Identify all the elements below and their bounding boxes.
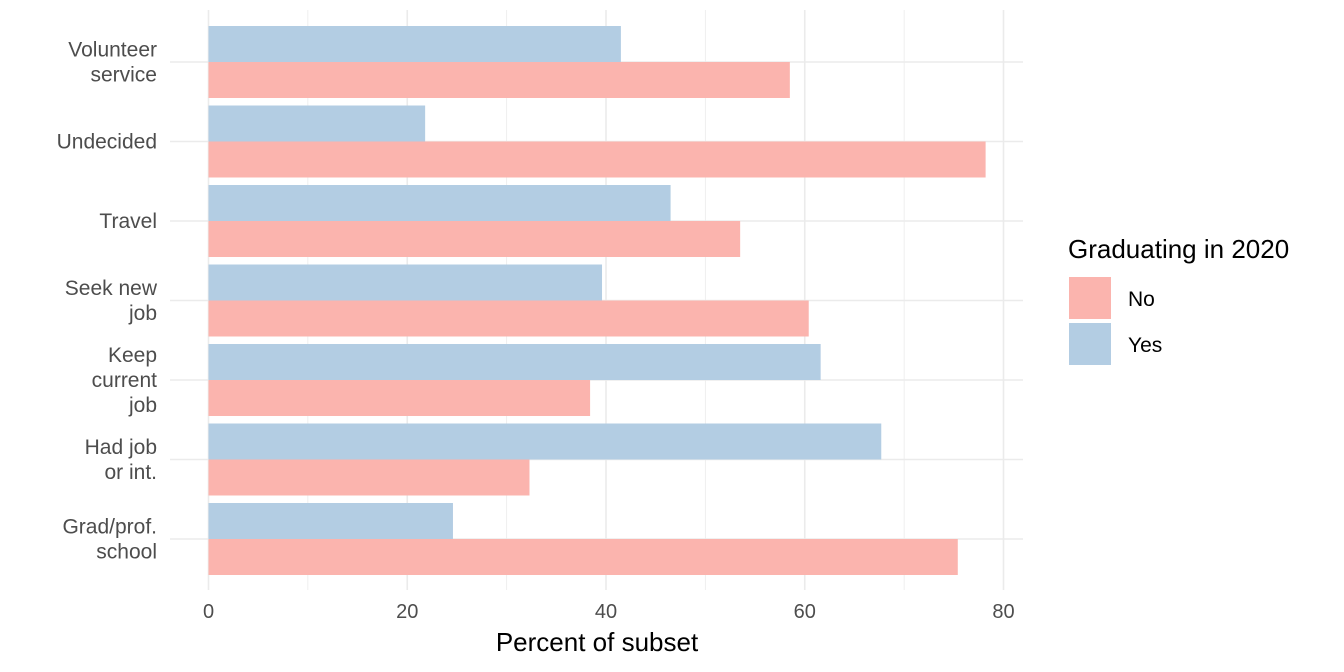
legend: Graduating in 2020 No Yes xyxy=(1068,234,1289,365)
x-tick-label: 0 xyxy=(203,601,214,623)
bar-no xyxy=(208,300,809,337)
x-tick-label: 20 xyxy=(396,601,418,623)
bar-yes xyxy=(208,503,453,539)
category-label: Seek new job xyxy=(65,277,158,325)
bar-yes xyxy=(208,344,821,380)
x-tick-label: 40 xyxy=(595,601,617,623)
bar-yes xyxy=(208,105,426,142)
legend-title: Graduating in 2020 xyxy=(1068,234,1289,264)
category-label: Volunteer service xyxy=(68,39,157,87)
bar-yes xyxy=(208,264,603,301)
x-axis-title: Percent of subset xyxy=(496,627,699,657)
category-label: Undecided xyxy=(57,131,157,154)
category-label: Had job or int. xyxy=(85,436,157,484)
bar-no xyxy=(208,539,958,575)
bar-no xyxy=(208,380,591,416)
legend-label-no: No xyxy=(1128,288,1155,311)
legend-label-yes: Yes xyxy=(1128,334,1162,357)
bar-no xyxy=(208,141,986,178)
bar-yes xyxy=(208,423,882,460)
bar-no xyxy=(208,221,741,257)
category-label: Grad/prof. school xyxy=(62,516,157,564)
bar-yes xyxy=(208,26,621,62)
bar-yes xyxy=(208,185,671,221)
category-label: Keep current job xyxy=(92,344,158,417)
x-tick-labels: 0 20 40 60 80 xyxy=(203,601,1015,623)
x-tick-label: 60 xyxy=(794,601,816,623)
legend-swatch-no xyxy=(1069,277,1111,319)
category-label: Travel xyxy=(99,210,157,233)
category-labels: Volunteer service Undecided Travel Seek new j… xyxy=(57,39,158,564)
bar-no xyxy=(208,62,790,98)
bars xyxy=(208,26,986,575)
legend-swatch-yes xyxy=(1069,323,1111,365)
bar-no xyxy=(208,459,530,496)
x-tick-label: 80 xyxy=(992,601,1014,623)
